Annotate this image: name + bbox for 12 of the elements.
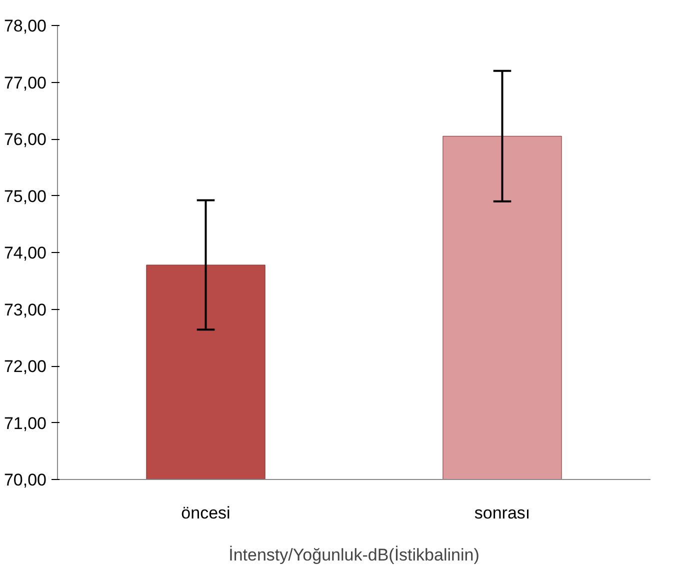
y-tick-label: 77,00 [4,73,47,92]
x-tick-label: sonrası [474,504,530,522]
y-tick-label: 72,00 [4,357,47,376]
y-tick-label: 76,00 [4,130,47,149]
y-tick-label: 75,00 [4,186,47,206]
y-tick-label: 70,00 [4,470,47,490]
y-tick-label: 78,00 [4,16,47,36]
x-tick-label: öncesi [181,504,230,522]
x-axis-title: İntensty/Yoğunluk-dB(İstikbalinin) [228,546,480,564]
y-tick-label: 73,00 [4,300,47,320]
y-tick-label: 74,00 [4,244,47,262]
y-tick-label: 71,00 [4,414,47,433]
